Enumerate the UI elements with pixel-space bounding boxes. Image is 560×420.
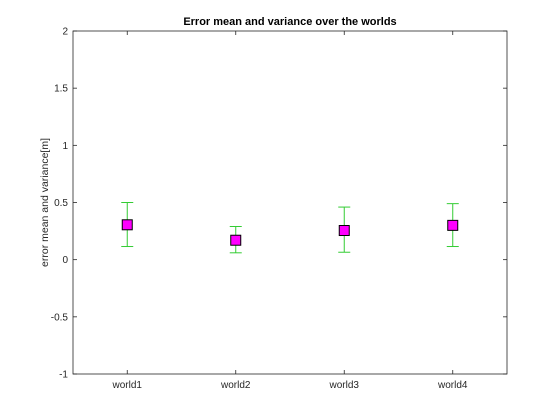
y-tick-label: 1.5 — [54, 84, 68, 95]
y-tick-label: 0.5 — [54, 198, 68, 209]
x-tick-label: world4 — [437, 380, 468, 391]
y-tick-label: 2 — [62, 27, 68, 38]
y-tick-label: -0.5 — [51, 312, 69, 323]
x-tick-label: world1 — [112, 380, 143, 391]
y-axis-label: error mean and variance[m] — [39, 138, 51, 267]
mean-markers — [121, 219, 459, 246]
mean-marker — [121, 219, 133, 231]
x-tick-label: world2 — [220, 380, 251, 391]
axis-ticks: -1 -0.5 0 0.5 1 1.5 2 world1 world2 world3 world4 — [51, 27, 507, 391]
mean-marker — [338, 225, 350, 237]
x-tick-label: world3 — [329, 380, 360, 391]
mean-marker — [447, 219, 459, 231]
y-tick-label: -1 — [59, 370, 68, 381]
chart-title: Error mean and variance over the worlds — [183, 16, 396, 28]
y-tick-label: 0 — [62, 255, 68, 266]
mean-marker — [230, 234, 242, 246]
y-tick-label: 1 — [62, 141, 68, 152]
plot-area — [72, 30, 508, 375]
